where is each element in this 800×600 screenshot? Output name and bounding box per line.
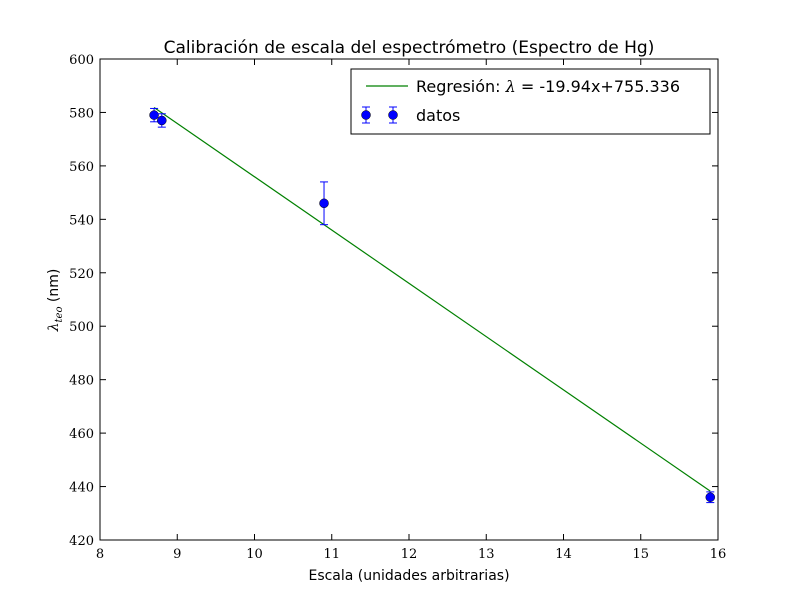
x-tick-label: 16 bbox=[710, 547, 727, 562]
y-axis-label-unit: (nm) bbox=[46, 269, 62, 307]
legend-entry-datos: datos bbox=[416, 106, 460, 125]
chart-title: Calibración de escala del espectrómetro … bbox=[164, 38, 655, 58]
x-tick-label: 11 bbox=[323, 547, 340, 562]
x-tick-label: 12 bbox=[401, 547, 418, 562]
y-axis-label-symbol: λ bbox=[46, 322, 62, 332]
x-tick-label: 10 bbox=[246, 547, 263, 562]
x-tick-label: 15 bbox=[632, 547, 649, 562]
data-point-0 bbox=[149, 110, 159, 120]
y-tick-label: 420 bbox=[69, 534, 94, 549]
y-axis-label-subscript: teo bbox=[54, 307, 65, 323]
x-tick-label: 8 bbox=[96, 547, 104, 562]
x-axis-label: Escala (unidades arbitrarias) bbox=[308, 568, 509, 584]
data-point-2 bbox=[319, 198, 329, 209]
y-axis-label: λteo (nm) bbox=[46, 269, 65, 333]
y-tick-label: 560 bbox=[69, 160, 94, 175]
x-tick-label: 14 bbox=[555, 547, 572, 562]
plot-area: 8 9 10 11 12 13 14 15 16 420 440 460 480 500 520 540 560… bbox=[69, 53, 726, 562]
y-tick-label: 480 bbox=[69, 374, 94, 389]
y-tick-label: 600 bbox=[69, 53, 94, 68]
x-tick-label: 13 bbox=[478, 547, 495, 562]
data-point-1 bbox=[157, 115, 167, 126]
legend-entry-regression: Regresión: λ = -19.94x+755.336 bbox=[416, 77, 680, 96]
data-point-3 bbox=[705, 492, 716, 502]
y-tick-label: 540 bbox=[69, 213, 94, 228]
x-tick-label: 9 bbox=[173, 547, 181, 562]
y-tick-label: 500 bbox=[69, 320, 94, 335]
legend-marker-swatch bbox=[361, 106, 398, 124]
y-tick-label: 580 bbox=[69, 106, 94, 121]
y-tick-label: 460 bbox=[69, 427, 94, 442]
legend-box bbox=[350, 68, 711, 135]
y-tick-label: 520 bbox=[69, 267, 94, 282]
y-tick-label: 440 bbox=[69, 481, 94, 496]
legend: Regresión: λ = -19.94x+755.336 datos bbox=[350, 68, 711, 135]
regression-line bbox=[153, 106, 711, 492]
